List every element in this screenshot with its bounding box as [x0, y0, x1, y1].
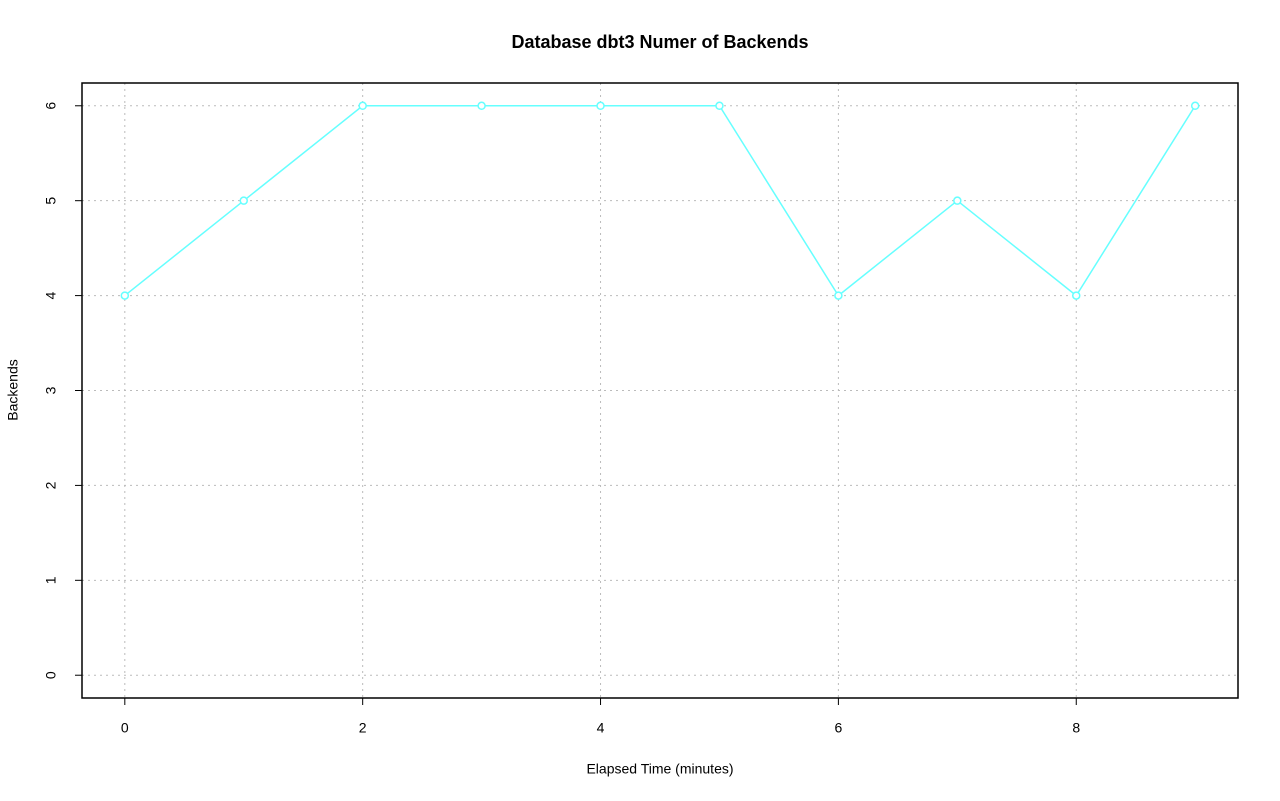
- y-tick-label: 4: [43, 291, 59, 299]
- data-point: [715, 101, 724, 111]
- series-line: [124, 105, 1196, 297]
- y-tick-label: 6: [43, 102, 59, 110]
- data-point: [596, 101, 605, 111]
- y-axis-label: Backends: [5, 359, 21, 420]
- y-tick-label: 0: [43, 671, 59, 679]
- x-tick-label: 8: [1072, 720, 1080, 736]
- x-tick-label: 2: [359, 720, 367, 736]
- plot-frame: [81, 82, 1239, 699]
- data-point: [120, 291, 130, 300]
- y-tick-label: 2: [43, 481, 59, 489]
- data-point: [477, 101, 486, 111]
- data-point: [834, 291, 843, 300]
- y-tick-label: 5: [43, 197, 59, 205]
- data-point: [1190, 101, 1200, 111]
- y-tick-label: 3: [43, 386, 59, 394]
- x-tick-label: 0: [121, 720, 129, 736]
- data-point: [1072, 291, 1081, 300]
- data-point: [239, 196, 248, 205]
- data-point: [953, 196, 962, 205]
- x-tick-label: 6: [834, 720, 842, 736]
- x-tick-label: 4: [597, 720, 605, 736]
- x-axis-label: Elapsed Time (minutes): [586, 761, 733, 777]
- chart-title: Database dbt3 Numer of Backends: [511, 32, 808, 52]
- data-point: [358, 101, 367, 111]
- y-tick-label: 1: [43, 576, 59, 584]
